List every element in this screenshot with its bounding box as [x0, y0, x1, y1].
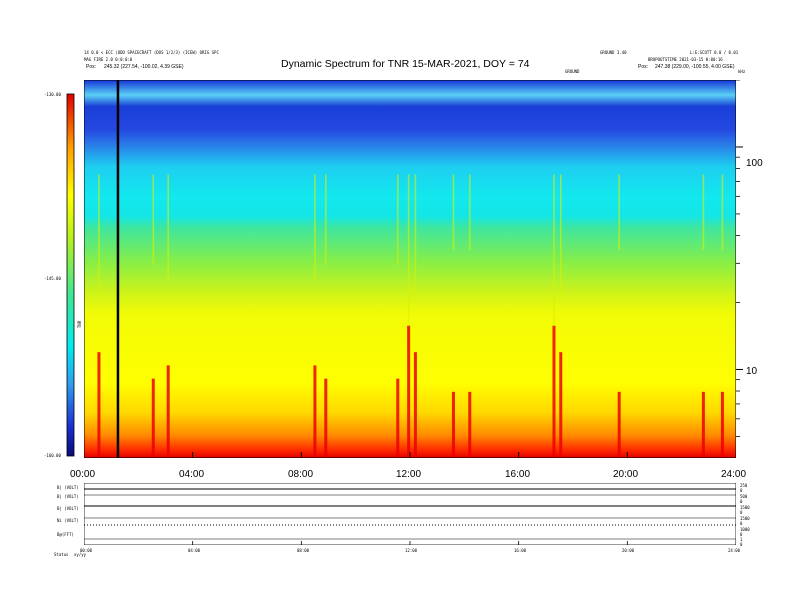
status-value: xy/yy: [74, 552, 87, 557]
status-label: Status: [54, 552, 69, 557]
burst-upper-9: [468, 174, 471, 251]
lower-x-tick-2400: 24:00: [728, 548, 741, 553]
lower-right-label-7: 1500: [740, 516, 750, 521]
x-tick-label-0400: 04:00: [179, 469, 205, 480]
burst-upper-10: [553, 174, 555, 326]
burst-14: [720, 391, 724, 458]
lower-right-label-11: 1: [740, 537, 743, 542]
x-tick-label-0000: 00:00: [70, 469, 96, 480]
lower-right-label-5: 1500: [740, 505, 750, 510]
lower-row-label-3: B| (VOLT): [57, 506, 79, 511]
lower-row-label-5: B@(FFT): [57, 532, 74, 537]
burst-upper-3: [314, 174, 316, 281]
x-tick-label-2000: 20:00: [613, 469, 639, 480]
burst-2: [166, 365, 170, 458]
y-tick-label-10: 10: [746, 366, 758, 377]
burst-1: [151, 378, 155, 458]
lower-right-label-6: 0: [740, 510, 743, 515]
burst-3: [313, 365, 317, 458]
lower-x-tick-1600: 16:00: [514, 548, 527, 553]
burst-upper-11: [559, 174, 562, 296]
burst-upper-12: [618, 174, 620, 251]
header-right-sub: BROPOUTSTIME 2021-03-15 H:00:16: [648, 57, 723, 62]
header-left-pos-label: Pos:: [86, 64, 97, 70]
burst-upper-13: [702, 174, 705, 251]
burst-7: [413, 352, 417, 458]
lower-panel: [84, 483, 736, 545]
burst-10: [552, 325, 556, 458]
burst-0: [97, 352, 101, 458]
header-right-pos-label: Pos:: [638, 64, 649, 70]
lower-x-tick-0400: 04:00: [188, 548, 201, 553]
burst-upper-4: [324, 174, 327, 266]
lower-row-label-2: B| (VOLT): [57, 494, 79, 499]
lower-right-label-12: 0: [740, 542, 743, 547]
colorbar-label-top: -130.00: [44, 92, 61, 97]
lower-right-label-1: 250: [740, 483, 748, 488]
x-tick-label-1200: 12:00: [396, 469, 422, 480]
x-tick-label-2400: 24:00: [721, 469, 747, 480]
lower-x-tick-2000: 20:00: [622, 548, 635, 553]
chart-title: Dynamic Spectrum for TNR 15-MAR-2021, DO…: [281, 58, 530, 70]
x-tick-label-0800: 08:00: [288, 469, 314, 480]
lower-right-label-8: 0: [740, 521, 743, 526]
burst-12: [617, 391, 621, 458]
burst-upper-6: [407, 174, 410, 326]
y-axis: [736, 80, 743, 437]
header-center-small: GROUND: [565, 69, 580, 74]
lower-right-label-2: 0: [740, 488, 743, 493]
burst-11: [559, 352, 563, 458]
header-left-pos-value: 245.32 (227.54, -100.02, 4.39 GSE): [104, 64, 184, 70]
burst-upper-14: [721, 174, 724, 251]
burst-upper-7: [414, 174, 417, 296]
colorbar-label-bottom: -160.00: [44, 453, 61, 458]
lower-x-tick-0000: 00:00: [80, 548, 93, 553]
lower-row-label-4: Ni (VOLT): [57, 518, 79, 523]
spectrogram: [84, 80, 736, 458]
header-right-line-2: L:E:SCOTT 0.0 / 0.01: [690, 50, 739, 55]
x-tick-label-1600: 16:00: [505, 469, 531, 480]
burst-9: [468, 391, 472, 458]
lower-row-label-1: B| (VOLT): [57, 485, 79, 490]
burst-upper-0: [98, 174, 100, 296]
header-right-line-1: GROUND 3.40: [600, 50, 627, 55]
burst-upper-8: [452, 174, 455, 251]
header-left-line-1: 14 0.0 < ECC (ODD SPACECRAFT (DOS 1/2/3)…: [84, 50, 219, 55]
colorbar-axis-label: TNR: [77, 320, 83, 329]
lower-x-tick-1200: 12:00: [405, 548, 418, 553]
lower-right-label-4: 0: [740, 499, 743, 504]
lower-right-label-9: 1000: [740, 527, 750, 532]
burst-8: [451, 391, 455, 458]
lower-right-label-10: 0: [740, 532, 743, 537]
colorbar-label-mid: -145.00: [44, 276, 61, 281]
burst-upper-1: [152, 174, 155, 266]
colorbar: [66, 93, 75, 457]
lower-x-tick-0800: 08:00: [297, 548, 310, 553]
y-tick-label-100: 100: [746, 158, 763, 169]
khz-unit-label: kHz: [738, 69, 746, 74]
burst-13: [701, 391, 705, 458]
burst-6: [407, 325, 411, 458]
burst-upper-2: [167, 174, 170, 281]
header-left-line-2: MAG FIRE 2.0 0:0:0:0: [84, 57, 133, 62]
burst-4: [324, 378, 328, 458]
header-right-pos-value: 247.38 (229.00, -100.55, 4.00 GSE): [655, 64, 735, 70]
burst-upper-5: [396, 174, 399, 266]
lower-right-label-3: 500: [740, 494, 748, 499]
burst-5: [396, 378, 400, 458]
